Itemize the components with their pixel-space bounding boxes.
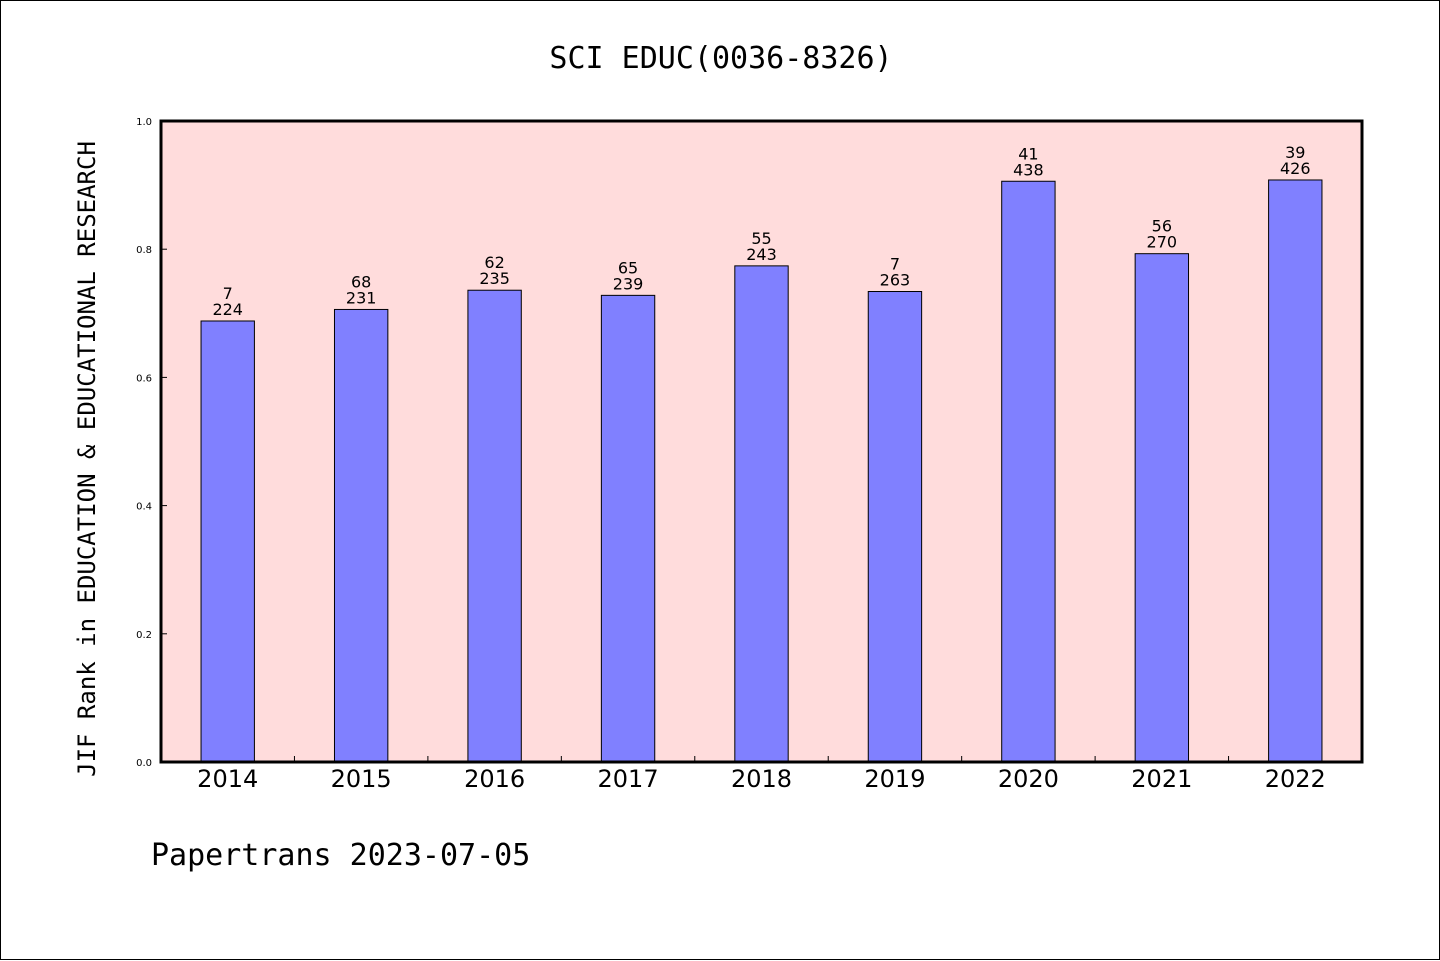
bar-total-label-2014: 224 [212,300,243,319]
bar-2017 [600,294,656,763]
bar-2020 [1001,180,1056,763]
bar-2022 [1268,179,1323,763]
y-tick-label: 0.2 [136,630,152,641]
bar-total-label-2021: 270 [1147,233,1178,252]
plot-border [159,119,1364,764]
y-tick-label: 0.6 [136,373,152,384]
x-tick-label-2016: 2016 [464,765,525,793]
bar-rank-label-2021: 56 [1152,217,1172,236]
x-tick-label-2014: 2014 [197,765,258,793]
y-tick-label: 0.8 [136,245,152,256]
bar-total-label-2016: 235 [479,269,510,288]
bar-2016 [467,289,522,763]
bar-total-label-2015: 231 [346,288,377,307]
bar-rank-label-2014: 7 [223,284,233,303]
y-tick-label: 1.0 [136,117,152,128]
bar-rank-label-2017: 65 [618,258,638,277]
bar-rank-label-2019: 7 [890,255,900,274]
x-tick-label-2018: 2018 [731,765,792,793]
y-axis-label: JIF Rank in EDUCATION & EDUCATIONAL RESE… [73,141,101,777]
bar-labels-group: 7224682316223565239552437263414385627039… [212,143,1310,319]
bar-rank-label-2018: 55 [751,229,771,248]
bar-2014 [200,320,255,763]
footer-text: Papertrans 2023-07-05 [151,838,530,873]
x-tick-label-2019: 2019 [864,765,925,793]
bar-rank-label-2016: 62 [484,253,504,272]
bar-rank-label-2020: 41 [1018,144,1038,163]
bar-total-label-2019: 263 [880,271,911,290]
bar-total-label-2020: 438 [1013,160,1044,179]
y-tick-label: 0.0 [136,758,152,769]
bar-total-label-2018: 243 [746,245,777,264]
bar-total-label-2022: 426 [1280,159,1311,178]
bar-2019 [867,291,923,763]
bar-rank-label-2015: 68 [351,272,371,291]
bar-2018 [734,265,789,763]
x-tick-label-2021: 2021 [1131,765,1192,793]
x-axis-ticks: 2014 2015 2016 2017 2018 2019 2020 2021 2022 [197,756,1326,793]
x-tick-label-2020: 2020 [998,765,1059,793]
y-tick-label: 0.4 [136,502,152,513]
chart-title: SCI EDUC(0036-8326) [549,41,892,76]
bar-total-label-2017: 239 [613,274,644,293]
bar-2021 [1134,253,1190,763]
x-tick-label-2017: 2017 [598,765,659,793]
bars-group [200,179,1323,763]
x-tick-label-2022: 2022 [1265,765,1326,793]
x-tick-label-2015: 2015 [331,765,392,793]
bar-rank-label-2022: 39 [1285,143,1305,162]
bar-2015 [333,308,389,763]
